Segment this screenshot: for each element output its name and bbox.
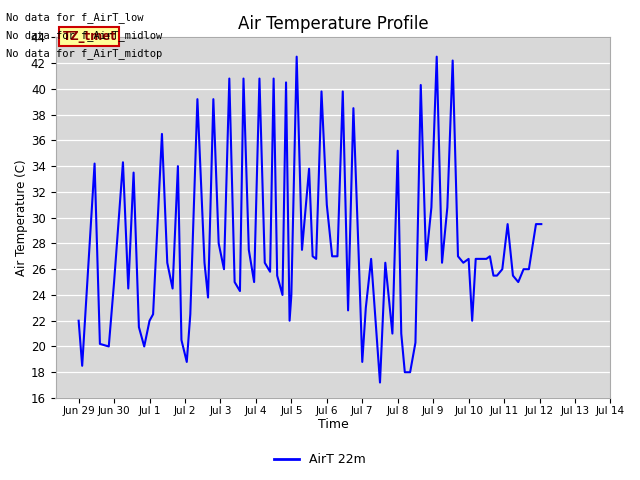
- Legend: AirT 22m: AirT 22m: [269, 448, 371, 471]
- Text: No data for f_AirT_midtop: No data for f_AirT_midtop: [6, 48, 163, 60]
- Title: Air Temperature Profile: Air Temperature Profile: [237, 15, 428, 33]
- Text: No data for f_AirT_midlow: No data for f_AirT_midlow: [6, 30, 163, 41]
- X-axis label: Time: Time: [317, 419, 348, 432]
- Text: No data for f_AirT_low: No data for f_AirT_low: [6, 12, 144, 23]
- Y-axis label: Air Temperature (C): Air Temperature (C): [15, 159, 28, 276]
- Text: TZ_tmet: TZ_tmet: [63, 30, 116, 43]
